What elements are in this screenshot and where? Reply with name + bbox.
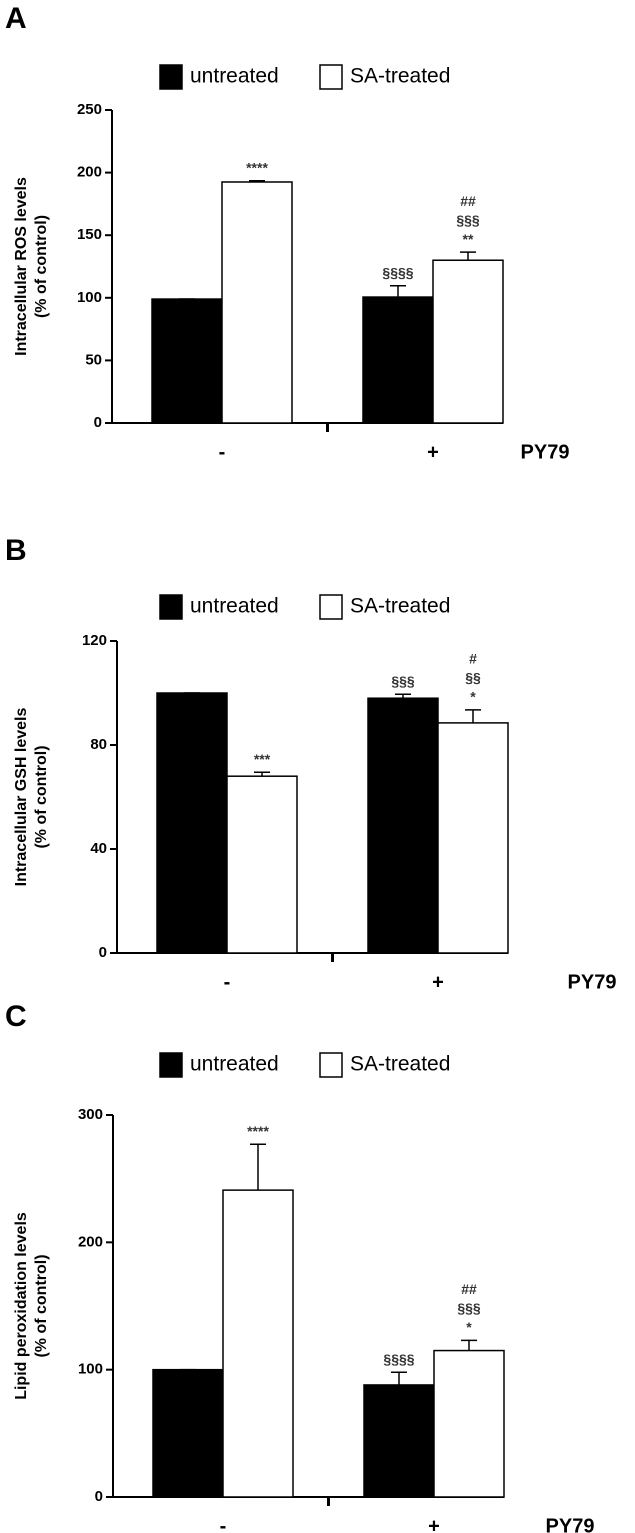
x-axis-label: PY79 [546, 1515, 595, 1533]
error-bar [395, 693, 411, 699]
panel-label: A [5, 2, 27, 35]
x-tick-label: + [432, 971, 444, 993]
legend-label: untreated [190, 595, 279, 618]
legend-swatch [159, 1052, 183, 1078]
error-bar [465, 709, 481, 723]
x-tick-label: + [428, 1515, 440, 1533]
legend-label: untreated [190, 1053, 279, 1076]
y-tick-label: 250 [77, 101, 102, 118]
bar [151, 298, 223, 424]
significance-label: §§§§ [382, 264, 413, 280]
bar [432, 259, 504, 424]
x-axis-label: PY79 [568, 971, 617, 993]
y-axis-label: (% of control) [33, 215, 50, 318]
significance-label: # [469, 651, 477, 667]
significance-label: §§§ [456, 212, 480, 228]
y-axis-label: Lipid peroxidation levels [13, 1212, 30, 1400]
y-tick-label: 120 [82, 632, 107, 649]
y-tick-label: 50 [85, 351, 102, 368]
x-tick-label: + [427, 441, 439, 463]
bar [362, 296, 434, 424]
significance-label: **** [247, 1123, 269, 1139]
bar [437, 722, 509, 954]
x-tick-label: - [219, 441, 226, 463]
legend-label: untreated [190, 65, 279, 88]
error-bar [254, 771, 270, 777]
y-tick-label: 40 [90, 840, 107, 857]
bar [156, 692, 228, 954]
y-tick-label: 150 [77, 226, 102, 243]
y-tick-label: 100 [77, 289, 102, 306]
significance-label: §§§ [457, 1300, 481, 1316]
legend-swatch [319, 64, 343, 90]
legend-label: SA-treated [350, 1053, 450, 1076]
error-bar [250, 1143, 266, 1191]
y-axis-label: Intracellular GSH levels [13, 708, 30, 887]
error-bar [390, 285, 406, 298]
legend-label: SA-treated [350, 65, 450, 88]
panel-label: C [5, 1000, 27, 1033]
error-bar [391, 1371, 407, 1385]
significance-label: * [470, 689, 476, 705]
panel-label: B [5, 534, 27, 567]
significance-label: *** [254, 751, 271, 767]
x-axis-label: PY79 [521, 441, 570, 463]
y-axis-label: (% of control) [33, 745, 50, 848]
bar [152, 1368, 224, 1498]
significance-label: §§ [465, 670, 481, 686]
bar [363, 1384, 435, 1498]
y-tick-label: 0 [99, 944, 107, 961]
bar [226, 775, 298, 954]
legend-swatch [159, 64, 183, 90]
y-axis-label: Intracellular ROS levels [13, 177, 30, 356]
bar [367, 697, 439, 954]
x-tick-label: - [220, 1515, 227, 1533]
significance-label: §§§§ [383, 1351, 414, 1367]
significance-label: **** [246, 159, 268, 175]
y-tick-label: 200 [78, 1233, 103, 1250]
significance-label: ## [460, 193, 476, 209]
legend-swatch [319, 1052, 343, 1078]
y-tick-label: 100 [78, 1361, 103, 1378]
bar [433, 1349, 505, 1498]
y-tick-label: 0 [94, 414, 102, 431]
y-tick-label: 80 [90, 736, 107, 753]
y-tick-label: 0 [95, 1488, 103, 1505]
error-bar [249, 179, 265, 182]
y-tick-label: 300 [78, 1106, 103, 1123]
significance-label: * [466, 1319, 472, 1335]
x-tick-label: - [224, 971, 231, 993]
significance-label: ## [461, 1281, 477, 1297]
legend-label: SA-treated [350, 595, 450, 618]
bar [221, 181, 293, 424]
y-tick-label: 200 [77, 164, 102, 181]
y-axis-label: (% of control) [33, 1254, 50, 1357]
error-bar [461, 1339, 477, 1351]
significance-label: §§§ [391, 673, 415, 689]
legend-swatch [159, 594, 183, 620]
bar [222, 1189, 294, 1498]
error-bar [460, 251, 476, 261]
significance-label: ** [463, 231, 474, 247]
legend-swatch [319, 594, 343, 620]
